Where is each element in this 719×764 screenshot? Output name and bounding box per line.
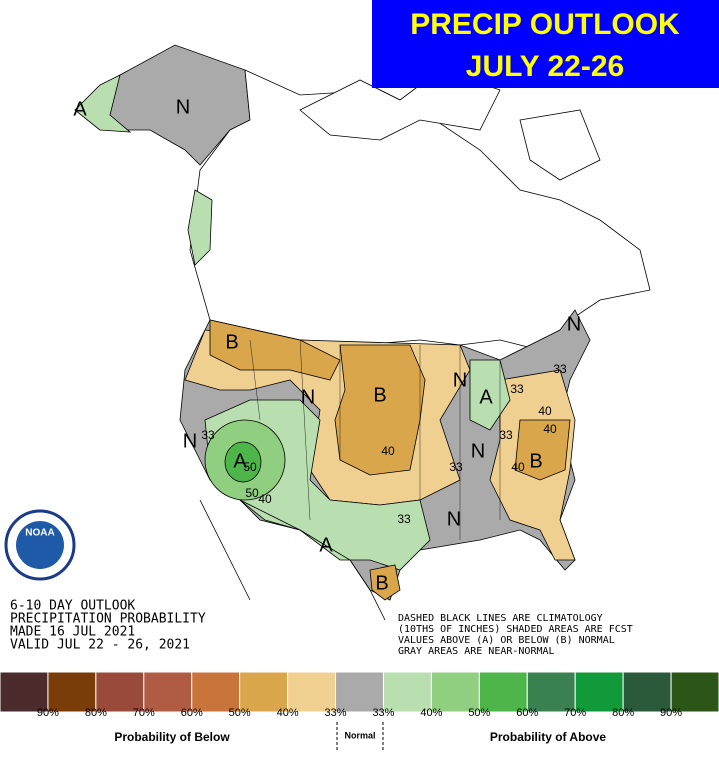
legend-label: 70% (564, 707, 586, 719)
contour-label: 40 (511, 460, 525, 474)
category-label: N (567, 313, 581, 335)
legend-label: 70% (133, 707, 155, 719)
contour-label: 33 (201, 428, 215, 442)
title: PRECIP OUTLOOK (410, 8, 680, 41)
alaska-west (74, 74, 132, 133)
contour-label: 40 (543, 422, 557, 436)
legend-swatch (191, 671, 241, 713)
legend-swatch (382, 671, 432, 713)
contour-label: 33 (397, 512, 411, 526)
legend-label: 33% (372, 707, 394, 719)
note-line: (10THS OF INCHES) SHADED AREAS ARE FCST (398, 624, 633, 635)
map (74, 44, 651, 621)
note-line: GRAY AREAS ARE NEAR-NORMAL (398, 646, 555, 657)
category-label: B (225, 331, 238, 353)
legend-swatch (622, 671, 672, 713)
legend-swatch (335, 671, 384, 713)
legend-swatch (574, 671, 624, 713)
category-label: N (453, 369, 467, 391)
legend-label: 90% (660, 707, 682, 719)
legend-label: 60% (516, 707, 538, 719)
above-50-sw (224, 441, 262, 483)
legend-label: 40% (277, 707, 299, 719)
note-line: DASHED BLACK LINES ARE CLIMATOLOGY (398, 613, 603, 624)
legend-below: Probability of Below (114, 730, 230, 744)
below-40-nw (209, 319, 341, 381)
subtitle: JULY 22-26 (466, 50, 624, 83)
legend-label: 50% (468, 707, 490, 719)
legend-swatch (239, 671, 289, 713)
category-label: A (319, 534, 333, 556)
legend-normal: Normal (344, 730, 375, 740)
below-40-east (514, 419, 571, 481)
noaa-logo-inner (16, 521, 64, 569)
contour-label: 33 (449, 460, 463, 474)
contour-label: 33 (499, 428, 513, 442)
category-label: A (233, 450, 247, 472)
category-label: B (373, 384, 386, 406)
contour-label: 33 (553, 362, 567, 376)
legend-label: 60% (181, 707, 203, 719)
title-box (372, 0, 719, 88)
legend-label: 33% (325, 707, 347, 719)
contour-label: 33 (510, 382, 524, 396)
legend-label: 40% (420, 707, 442, 719)
contour-label: 50 (243, 460, 257, 474)
category-label: N (471, 440, 485, 462)
mexico-outline (199, 499, 386, 621)
below-40-texas (369, 564, 401, 601)
legend-swatch (47, 671, 97, 713)
contour-label: 40 (538, 404, 552, 418)
contour-label: 40 (381, 444, 395, 458)
legend-label: 50% (229, 707, 251, 719)
category-label: B (529, 450, 542, 472)
arctic-islands (299, 69, 601, 181)
bc-coast (187, 189, 213, 266)
category-label: N (176, 96, 190, 118)
category-label: N (447, 508, 461, 530)
legend-label: 90% (37, 707, 59, 719)
info-line: VALID JUL 22 - 26, 2021 (10, 638, 190, 653)
category-label: N (183, 430, 197, 452)
legend-swatch (143, 671, 193, 713)
note-line: VALUES ABOVE (A) OR BELOW (B) NORMAL (398, 635, 615, 646)
category-label: A (73, 98, 87, 120)
category-label: A (479, 386, 493, 408)
legend-label: 80% (85, 707, 107, 719)
legend-swatch (478, 671, 528, 713)
logo-text: NOAA (25, 528, 54, 539)
legend-swatch (95, 671, 145, 713)
legend-swatch (287, 671, 337, 713)
info-line: MADE 16 JUL 2021 (10, 625, 135, 640)
legend-swatch (670, 671, 719, 713)
legend-label: 80% (612, 707, 634, 719)
category-label: N (301, 386, 315, 408)
state-lines (249, 339, 501, 540)
below-40-plains (334, 344, 426, 476)
contour-label: 50 (245, 486, 259, 500)
info-line: PRECIPITATION PROBABILITY (10, 612, 206, 627)
category-label: B (375, 572, 388, 594)
legend-above: Probability of Above (490, 730, 607, 744)
contour-label: 40 (258, 492, 272, 506)
info-line: 6-10 DAY OUTLOOK (10, 599, 135, 614)
